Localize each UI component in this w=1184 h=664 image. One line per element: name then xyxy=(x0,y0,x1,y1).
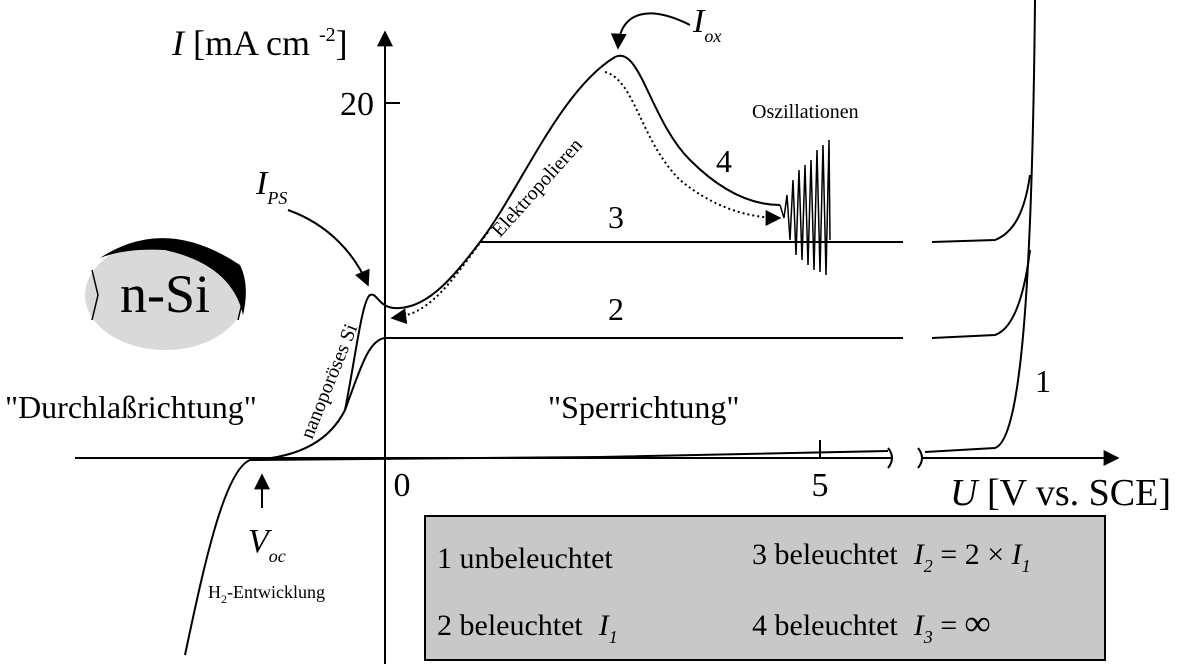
forward-label: "Durchlaßrichtung" xyxy=(5,389,257,425)
curve-label: 4 xyxy=(716,143,732,179)
y-tick-label: 20 xyxy=(340,86,374,123)
axis-break xyxy=(888,448,922,468)
diagram: n-Si 20 0 5 I [mA cm -2] U [V vs. SCE] I… xyxy=(0,0,1184,664)
h2-label: H2-Entwicklung xyxy=(208,582,325,606)
page: n-Si 20 0 5 I [mA cm -2] U [V vs. SCE] I… xyxy=(0,0,1184,664)
dotted-arrow xyxy=(392,232,488,318)
reverse-label: "Sperrichtung" xyxy=(548,389,739,425)
oscillations-label: Oszillationen xyxy=(752,101,859,123)
oscillations xyxy=(780,140,830,275)
sample-icon: n-Si xyxy=(85,238,246,350)
legend-entry: 1 unbeleuchtet xyxy=(437,542,613,575)
i-ps: IPS xyxy=(255,165,287,208)
i-ox: Iox xyxy=(692,3,721,46)
sample-label: n-Si xyxy=(120,264,210,324)
curve-label: 2 xyxy=(608,291,624,327)
arrow xyxy=(618,13,690,48)
x-tick-label: 5 xyxy=(812,467,829,504)
x-axis-label: U [V vs. SCE] xyxy=(950,472,1171,514)
curve-label: 1 xyxy=(1035,363,1051,399)
curve-3 xyxy=(345,175,1030,410)
arrow xyxy=(288,210,368,285)
x-tick-label: 0 xyxy=(394,467,411,504)
curve-label: 3 xyxy=(608,199,624,235)
v-oc: Voc xyxy=(248,523,286,566)
nanoporous-label: nanoporöses Si xyxy=(296,320,362,441)
y-axis-label: I [mA cm -2] xyxy=(171,23,348,63)
dotted-arrow xyxy=(605,72,780,218)
